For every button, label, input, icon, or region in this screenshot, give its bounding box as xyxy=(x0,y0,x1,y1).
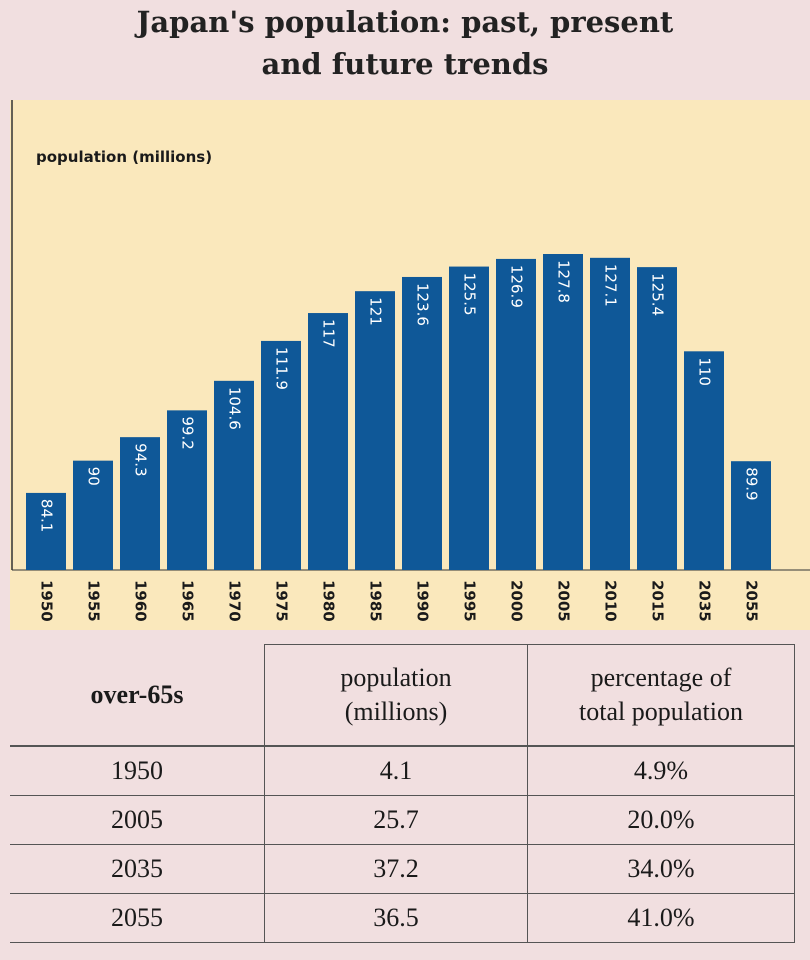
bar-chart: 84.1 1950 90 1955 94.3 1960 99.2 1965 104.6 1970 1… xyxy=(11,100,810,622)
bar-1985 xyxy=(355,291,395,570)
x-tick-label: 1960 xyxy=(132,580,150,622)
bar-1970 xyxy=(214,380,254,570)
x-tick-label: 1995 xyxy=(461,580,479,622)
bar-1960 xyxy=(120,437,160,570)
x-tick-label: 1970 xyxy=(226,580,244,622)
chart-title-line1: Japan's population: past, present xyxy=(136,5,674,39)
over-65s-table: over-65s population (millions) percentag… xyxy=(10,644,795,943)
chart-plot-area: 84.1 1950 90 1955 94.3 1960 99.2 1965 104.6 1970 1… xyxy=(10,100,810,630)
table-corner-label: over-65s xyxy=(10,644,265,746)
table-header-percentage: percentage of total population xyxy=(527,644,795,746)
bar-value-label: 90 xyxy=(85,467,103,486)
bar-2005 xyxy=(543,254,583,570)
bar-2035 xyxy=(684,351,724,570)
table-cell-percentage: 4.9% xyxy=(527,744,795,796)
header-population-line2: (millions) xyxy=(344,696,448,726)
bar-1975 xyxy=(261,340,301,570)
bar-1990 xyxy=(402,276,442,570)
bar-value-label: 123.6 xyxy=(414,283,432,326)
table-cell-population: 37.2 xyxy=(264,843,528,894)
x-tick-label: 2035 xyxy=(696,580,714,622)
bar-value-label: 126.9 xyxy=(508,265,526,308)
y-axis-label: population (millions) xyxy=(36,148,213,166)
bar-value-label: 127.8 xyxy=(555,260,573,303)
bar-value-label: 99.2 xyxy=(179,416,197,449)
table-cell-population: 4.1 xyxy=(264,744,528,796)
table-cell-year: 2005 xyxy=(10,794,265,845)
x-tick-label: 1950 xyxy=(38,580,56,622)
bar-2015 xyxy=(637,267,677,570)
x-tick-label: 1975 xyxy=(273,580,291,622)
bar-value-label: 89.9 xyxy=(743,467,761,500)
x-tick-label: 2010 xyxy=(602,580,620,622)
table-cell-population: 25.7 xyxy=(264,794,528,845)
x-tick-label: 2015 xyxy=(649,580,667,622)
bar-2010 xyxy=(590,257,630,570)
x-tick-label: 1980 xyxy=(320,580,338,622)
x-tick-label: 1985 xyxy=(367,580,385,622)
table-cell-percentage: 34.0% xyxy=(527,843,795,894)
bar-value-label: 94.3 xyxy=(132,443,150,476)
bar-value-label: 111.9 xyxy=(273,347,291,390)
x-tick-label: 2005 xyxy=(555,580,573,622)
bar-value-label: 121 xyxy=(367,297,385,326)
table-cell-percentage: 41.0% xyxy=(527,892,795,943)
header-population-line1: population xyxy=(340,662,452,692)
table-cell-population: 36.5 xyxy=(264,892,528,943)
bar-value-label: 84.1 xyxy=(38,499,56,532)
bar-value-label: 104.6 xyxy=(226,387,244,430)
bar-1955 xyxy=(73,460,113,570)
table-cell-percentage: 20.0% xyxy=(527,794,795,845)
table-header-population: population (millions) xyxy=(264,644,528,746)
x-tick-label: 1990 xyxy=(414,580,432,622)
x-tick-label: 1965 xyxy=(179,580,197,622)
header-percentage-line2: total population xyxy=(579,696,743,726)
x-tick-label: 2000 xyxy=(508,580,526,622)
bar-value-label: 127.1 xyxy=(602,264,620,307)
bar-1965 xyxy=(167,410,207,570)
table-row: 2005 25.7 20.0% xyxy=(10,794,795,845)
table-row: 1950 4.1 4.9% xyxy=(10,744,795,796)
header-percentage-line1: percentage of xyxy=(590,662,732,692)
bar-1950 xyxy=(26,492,66,570)
bar-1995 xyxy=(449,266,489,570)
bar-value-label: 110 xyxy=(696,357,714,386)
table-cell-year: 1950 xyxy=(10,744,265,796)
chart-title-line2: and future trends xyxy=(261,47,549,81)
x-tick-label: 2055 xyxy=(743,580,761,622)
bar-value-label: 125.5 xyxy=(461,273,479,316)
table-cell-year: 2035 xyxy=(10,843,265,894)
bar-1980 xyxy=(308,313,348,570)
x-tick-label: 1955 xyxy=(85,580,103,622)
bar-value-label: 125.4 xyxy=(649,273,667,316)
bar-value-label: 117 xyxy=(320,319,338,348)
table-cell-year: 2055 xyxy=(10,892,265,943)
bar-2000 xyxy=(496,258,536,570)
table-row: 2035 37.2 34.0% xyxy=(10,843,795,894)
bar-2055 xyxy=(731,461,771,570)
table-row: 2055 36.5 41.0% xyxy=(10,892,795,943)
